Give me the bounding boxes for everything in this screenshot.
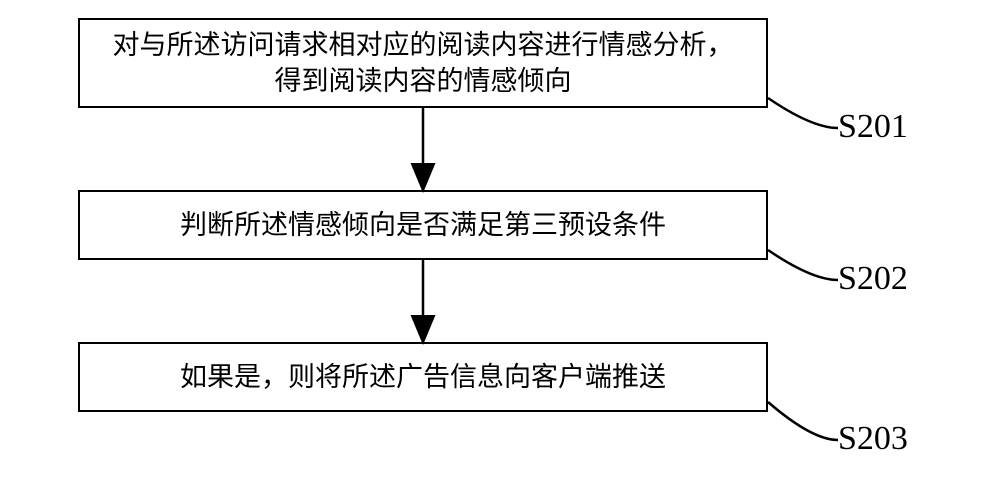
- leader-s202: [768, 250, 838, 280]
- leader-s201: [768, 98, 838, 128]
- leader-s203: [768, 402, 838, 440]
- flowchart-canvas: 对与所述访问请求相对应的阅读内容进行情感分析， 得到阅读内容的情感倾向 判断所述…: [0, 0, 1000, 501]
- connectors-svg: [0, 0, 1000, 501]
